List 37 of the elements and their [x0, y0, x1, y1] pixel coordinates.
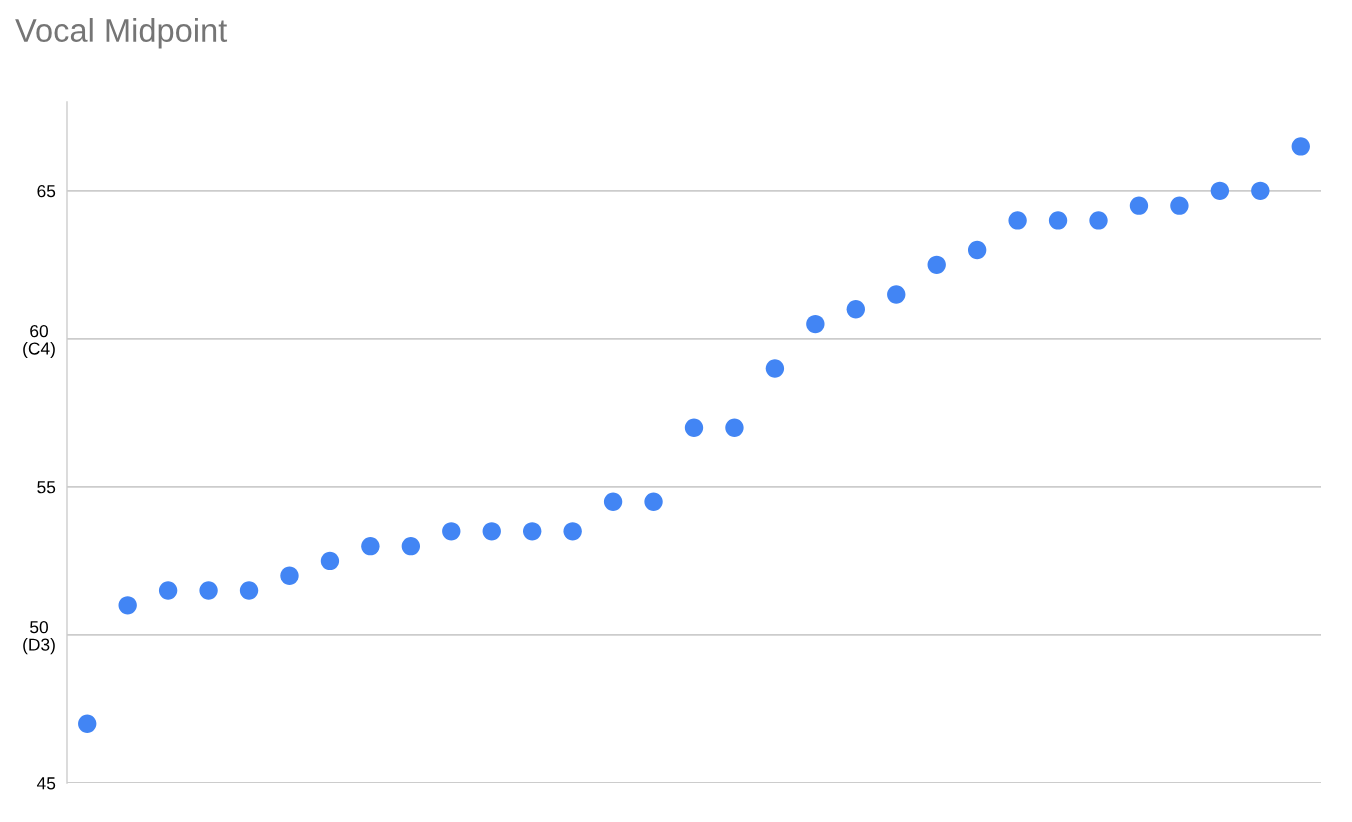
point	[644, 492, 663, 511]
point	[887, 285, 906, 304]
point	[1008, 211, 1027, 230]
point	[1089, 211, 1108, 230]
point	[280, 566, 299, 585]
point	[1048, 211, 1068, 230]
y-tick-label: 60 (C4)	[23, 324, 55, 359]
point	[1210, 181, 1230, 201]
point	[401, 536, 421, 556]
y-tick-label: 50 (D3)	[23, 621, 55, 655]
point	[1129, 196, 1149, 215]
point	[806, 314, 825, 334]
point	[1170, 196, 1189, 215]
point	[523, 522, 542, 541]
y-tick-label: 55	[37, 481, 56, 494]
y-tick-label: 65	[37, 184, 56, 198]
point	[118, 596, 137, 615]
point	[563, 522, 582, 541]
point	[78, 714, 97, 733]
point	[684, 418, 704, 437]
point	[442, 522, 461, 541]
point	[482, 522, 501, 541]
point	[199, 581, 218, 600]
y-tick-label: 45	[36, 777, 56, 790]
point	[320, 551, 340, 571]
point	[239, 581, 259, 600]
point	[765, 359, 785, 378]
point	[725, 418, 744, 437]
point	[1291, 137, 1310, 156]
point	[603, 492, 623, 511]
point	[158, 581, 178, 600]
point	[1251, 181, 1270, 201]
point	[361, 536, 380, 556]
point	[967, 240, 987, 260]
point	[927, 255, 946, 275]
chart-title: Vocal Midpoint	[15, 18, 228, 49]
point	[846, 300, 865, 319]
